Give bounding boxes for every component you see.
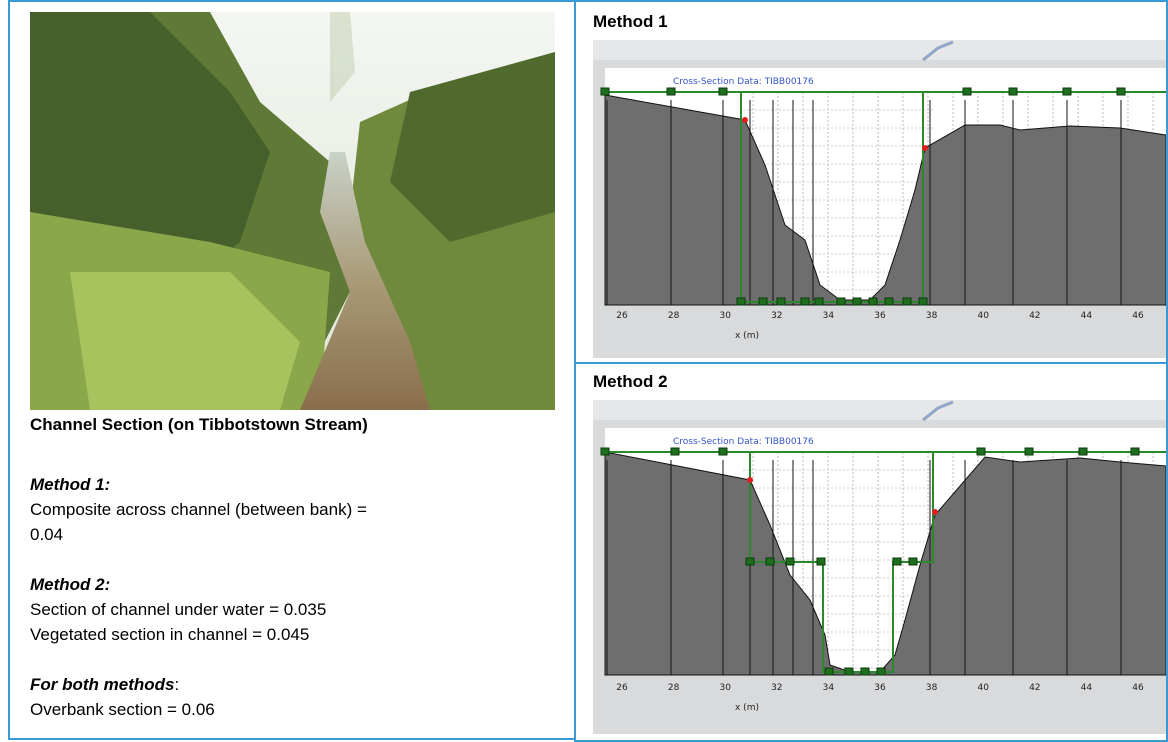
roughness-node [667, 88, 675, 95]
stream-photo [30, 12, 555, 410]
method1-line: Composite across channel (between bank) … [30, 497, 367, 522]
both-heading: For both methods [30, 675, 174, 694]
x-tick-label: 36 [874, 683, 886, 693]
roughness-node [746, 558, 754, 565]
roughness-node [893, 558, 901, 565]
roughness-node [1079, 448, 1087, 455]
roughness-node [845, 668, 853, 675]
x-tick-label: 30 [719, 683, 731, 693]
x-tick-label: 46 [1132, 683, 1144, 693]
x-tick-label: 34 [823, 683, 835, 693]
bank-point [747, 477, 753, 483]
roughness-node [1009, 88, 1017, 95]
x-tick-label: 38 [926, 683, 938, 693]
x-tick-label: 44 [1081, 311, 1093, 321]
roughness-node [815, 298, 823, 305]
roughness-node [1063, 88, 1071, 95]
roughness-node [719, 88, 727, 95]
x-tick-label: 26 [616, 311, 628, 321]
x-tick-label: 36 [874, 311, 886, 321]
panel-title: Method 2 [593, 372, 668, 392]
bank-point [922, 145, 928, 151]
x-tick-label: 38 [926, 311, 938, 321]
roughness-node [963, 88, 971, 95]
roughness-node [777, 298, 785, 305]
roughness-node [1025, 448, 1033, 455]
roughness-node [737, 298, 745, 305]
both-heading-line: For both methods: [30, 672, 179, 697]
roughness-node [719, 448, 727, 455]
roughness-node [837, 298, 845, 305]
cross-section-screenshot: Cross-Section Data: TIBB00176 26 28 30 32 34 3… [593, 400, 1166, 734]
x-tick-label: 34 [823, 311, 835, 321]
both-line: Overbank section = 0.06 [30, 697, 215, 722]
cross-section-screenshot: Cross-Section Data: TIBB00176 26 28 30 32 34 3… [593, 40, 1166, 358]
roughness-node [601, 448, 609, 455]
bank-point [742, 117, 748, 123]
roughness-node [903, 298, 911, 305]
x-tick-label: 28 [668, 683, 680, 693]
roughness-node [853, 298, 861, 305]
method1-heading: Method 1: [30, 472, 110, 497]
x-tick-label: 32 [771, 311, 782, 321]
x-tick-label: 42 [1029, 311, 1040, 321]
x-tick-label: 26 [616, 683, 628, 693]
method1-line: 0.04 [30, 522, 63, 547]
page: {"photo_caption": "Channel Section (on T… [0, 0, 1168, 736]
x-tick-label: 32 [771, 683, 782, 693]
roughness-node [1131, 448, 1139, 455]
method2-line: Vegetated section in channel = 0.045 [30, 622, 309, 647]
roughness-node [885, 298, 893, 305]
roughness-node [671, 448, 679, 455]
roughness-node [869, 298, 877, 305]
x-axis-label: x (m) [735, 703, 759, 713]
chart-title: Cross-Section Data: TIBB00176 [673, 437, 814, 447]
photo-caption: Channel Section (on Tibbotstown Stream) [30, 412, 368, 437]
roughness-node [1117, 88, 1125, 95]
x-tick-label: 30 [719, 311, 731, 321]
both-separator: : [174, 675, 179, 694]
bank-point [932, 509, 938, 515]
x-tick-label: 46 [1132, 311, 1144, 321]
roughness-node [909, 558, 917, 565]
x-tick-label: 40 [977, 311, 989, 321]
roughness-node [977, 448, 985, 455]
roughness-node [825, 668, 833, 675]
chart-title: Cross-Section Data: TIBB00176 [673, 77, 814, 87]
roughness-node [861, 668, 869, 675]
x-tick-label: 44 [1081, 683, 1093, 693]
roughness-node [817, 558, 825, 565]
x-tick-label: 40 [977, 683, 989, 693]
x-tick-label: 28 [668, 311, 680, 321]
method2-line: Section of channel under water = 0.035 [30, 597, 326, 622]
roughness-node [919, 298, 927, 305]
roughness-node [601, 88, 609, 95]
roughness-node [801, 298, 809, 305]
x-tick-label: 42 [1029, 683, 1040, 693]
x-axis-label: x (m) [735, 331, 759, 341]
toolbar [593, 40, 1166, 60]
roughness-node [759, 298, 767, 305]
panel-title: Method 1 [593, 12, 668, 32]
toolbar [593, 400, 1166, 420]
roughness-node [766, 558, 774, 565]
method2-heading: Method 2: [30, 572, 110, 597]
roughness-node [877, 668, 885, 675]
roughness-node [786, 558, 794, 565]
